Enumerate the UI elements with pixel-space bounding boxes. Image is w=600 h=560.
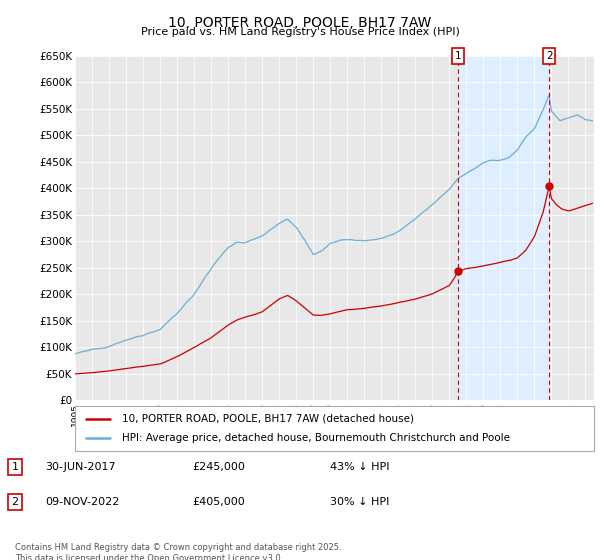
Text: 1: 1 [455,51,461,61]
Text: HPI: Average price, detached house, Bournemouth Christchurch and Poole: HPI: Average price, detached house, Bour… [122,433,510,444]
Text: 1: 1 [11,462,19,472]
Text: 10, PORTER ROAD, POOLE, BH17 7AW (detached house): 10, PORTER ROAD, POOLE, BH17 7AW (detach… [122,413,414,423]
Text: 30-JUN-2017: 30-JUN-2017 [45,462,116,472]
Text: £245,000: £245,000 [192,462,245,472]
Text: 09-NOV-2022: 09-NOV-2022 [45,497,119,507]
Text: Contains HM Land Registry data © Crown copyright and database right 2025.
This d: Contains HM Land Registry data © Crown c… [15,543,341,560]
Text: 2: 2 [11,497,19,507]
Text: Price paid vs. HM Land Registry's House Price Index (HPI): Price paid vs. HM Land Registry's House … [140,27,460,37]
Text: 10, PORTER ROAD, POOLE, BH17 7AW: 10, PORTER ROAD, POOLE, BH17 7AW [169,16,431,30]
Point [544,181,554,190]
Bar [458,56,549,400]
Text: £405,000: £405,000 [192,497,245,507]
Text: 2: 2 [546,51,553,61]
Text: 30% ↓ HPI: 30% ↓ HPI [330,497,389,507]
Point [453,266,463,275]
Text: 43% ↓ HPI: 43% ↓ HPI [330,462,389,472]
